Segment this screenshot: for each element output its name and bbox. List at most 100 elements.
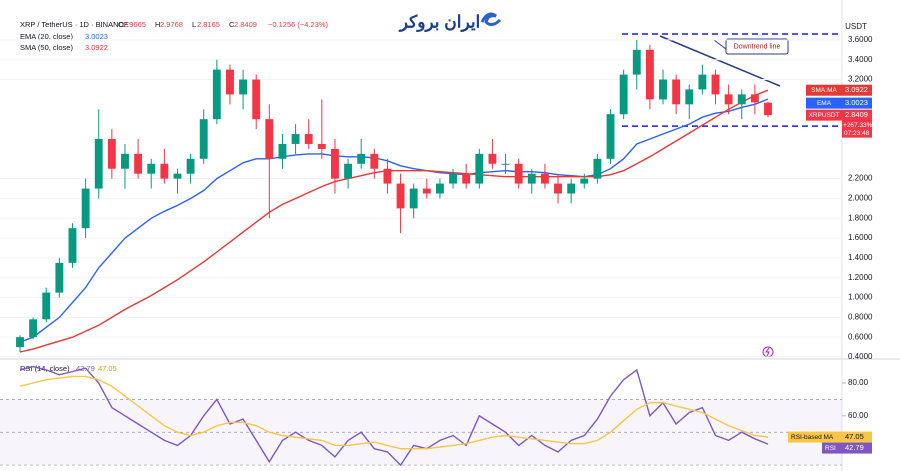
y-tick-label: 1.8000 [848,213,873,222]
rsi-line [19,375,769,450]
rsi-tick-label: 60.00 [848,411,869,420]
candle-body [304,134,313,144]
candle-body [672,79,681,105]
candle-body [750,94,759,103]
ema-badge-value: 3.0023 [845,98,868,107]
ma-line [19,89,769,353]
candle-body [606,114,615,159]
change: −0.1256 (−4.23%) [268,20,329,29]
ohlc-label: O [118,20,124,29]
candle-body [68,228,77,263]
ema-badge-value-bg [842,97,872,109]
ema-badge-label: EMA [817,100,832,107]
candle-body [331,148,339,179]
candle-body [554,183,562,194]
rsi-badge-value-bg [842,442,872,454]
y-tick-label: 2.0000 [848,194,873,203]
candle-body [173,173,182,179]
sma-badge-value-bg [842,84,872,96]
logo-icon [480,12,502,27]
ohlc-label: L [192,20,196,29]
ohlc-value: 2.8409 [234,20,257,29]
candle-body [488,153,497,164]
price-badge-value-bg [842,109,872,121]
y-tick-label: 1.6000 [848,233,873,242]
candle-body [239,79,248,95]
candle-body [357,153,366,164]
price-badge-change: +267.33% [843,122,873,129]
candle-body [619,74,628,115]
candle-body [186,158,195,174]
ohlc-label: C [229,20,235,29]
y-tick-label: 0.4000 [848,352,873,361]
candle-body [449,173,457,184]
rsi-tick-label: 80.00 [848,378,869,387]
ema-legend: EMA (20, close) [20,32,73,41]
rsi-badge-value: 47.05 [845,432,864,441]
candle-body [737,94,746,105]
rsi-badge-label: RSI-based MA [791,434,834,441]
ohlc-value: 2.9768 [160,20,183,29]
candle-body [226,69,234,95]
y-tick-label: 1.2000 [848,273,873,282]
rsi-badge-label-bg [822,442,842,454]
y-tick-label: 1.0000 [848,293,873,302]
candle-body [212,69,221,120]
candle-body [462,173,471,184]
candle-body [278,143,287,159]
alert-icon-bolt [765,347,770,357]
rsi-ma-legend-value: 47.05 [98,364,117,373]
logo: ایران بروکر [398,12,502,32]
candle-body [317,143,326,149]
candle-body [344,163,353,179]
candle-body [540,173,549,184]
price-badge-countdown: 07:23:48 [844,130,870,137]
annotation-text: Downtrend line [734,43,781,50]
candle-body [567,183,576,194]
candle-body [383,168,392,184]
ohlc-value: 2.8165 [197,20,220,29]
candle-body [199,119,208,159]
rsi-badge-label: RSI [825,445,836,452]
candle-body [147,163,156,174]
y-tick-label: 1.4000 [848,253,873,262]
price-badge-label: XRPUSDT [808,112,839,119]
sma-legend: SMA (50, close) [20,43,73,52]
candle-body [724,94,733,105]
candle-body [265,119,274,159]
candle-body [501,163,510,165]
candle-body [764,102,772,116]
candle-body [160,163,169,179]
candle-body [435,183,444,194]
candle-body [475,153,484,184]
candle-body [422,188,431,194]
ema-badge-label-bg [806,97,842,109]
downtrend-line [659,35,781,87]
sma-legend-value: 3.0922 [85,43,108,52]
ma-line [19,98,769,343]
currency: USDT [845,22,867,31]
price-badge-value: 2.8409 [845,110,868,119]
y-tick-label: 0.6000 [848,332,873,341]
y-tick-label: 3.2000 [848,75,873,84]
candle-body [409,188,418,209]
rsi-badge-label-bg [788,431,842,443]
sma-badge-label: SMA:MA [811,87,837,94]
price-badge-label-bg [806,109,842,121]
candle-body [711,74,720,95]
candle-body [698,74,707,90]
candle-body [94,139,103,189]
annotation-box [725,38,789,55]
y-tick-label: 3.4000 [848,55,873,64]
candle-body [580,178,589,184]
candle-body [42,292,51,320]
candle-body [659,79,667,100]
candle-body [593,158,602,179]
rsi-badge-value: 42.79 [845,443,864,452]
y-tick-label: 2.2000 [848,174,873,183]
candle-body [252,79,261,120]
sma-badge-label-bg [806,84,842,96]
logo-text: ایران بروکر [398,12,481,32]
